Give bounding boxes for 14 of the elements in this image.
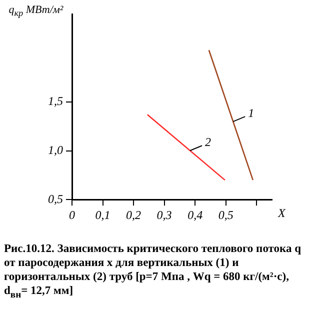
x-tick-label: 0,1 bbox=[95, 208, 110, 222]
x-tick-label: 0,2 bbox=[126, 208, 142, 222]
y-tick-label: 1,0 bbox=[48, 142, 63, 157]
x-tick-label: 0,5 bbox=[218, 208, 234, 222]
series-label: 1 bbox=[248, 106, 254, 120]
y-tick-label: 1,5 bbox=[48, 94, 63, 108]
x-tick-label: 0,3 bbox=[156, 208, 172, 222]
x-tick-label: 0,4 bbox=[188, 208, 203, 222]
text: Рис.10.12. Зависимость критического теплового потока q от паросодержания x для вертикальных (1) и горизонтальных (2) труб [p=7 Мпа , Wq = 680 кг/(м²·с), d$_{вн}$= 12,7 мм] bbox=[4, 242, 302, 302]
series-label: 2 bbox=[205, 134, 212, 149]
x-tick-label: 0 bbox=[69, 208, 75, 222]
y-tick-label: 0,5 bbox=[48, 192, 63, 206]
y-axis-title: q$_{кр}$ МВт/м² bbox=[8, 3, 64, 20]
x-axis-title: X bbox=[277, 206, 286, 220]
